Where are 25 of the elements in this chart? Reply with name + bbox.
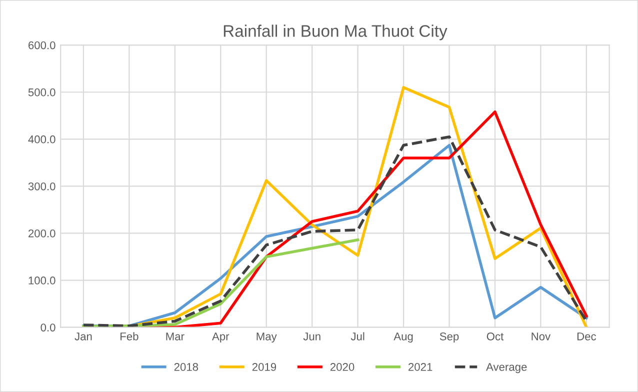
chart-title: Rainfall in Buon Ma Thuot City — [224, 24, 448, 40]
x-tick-label: Sep — [440, 332, 459, 343]
legend-label: 2021 — [408, 363, 432, 371]
y-tick-label: 0.0 — [40, 324, 56, 332]
y-tick-label: 100.0 — [28, 276, 56, 284]
x-tick-label: May — [256, 332, 277, 343]
y-tick-label: 500.0 — [28, 88, 56, 96]
legend-label: Average — [486, 363, 527, 374]
x-tick-label: Oct — [486, 332, 504, 340]
x-tick-label: Dec — [577, 332, 596, 340]
x-tick-label: Jul — [350, 332, 364, 340]
legend-label: 2018 — [174, 363, 198, 371]
y-tick-label: 600.0 — [28, 41, 56, 50]
x-tick-label: Mar — [166, 332, 184, 340]
legend-label: 2019 — [252, 363, 276, 371]
x-tick-label: Jan — [74, 332, 92, 340]
legend-label: 2020 — [330, 363, 354, 371]
x-tick-label: Feb — [120, 332, 138, 340]
y-tick-label: 300.0 — [28, 182, 56, 190]
x-tick-label: Jun — [303, 332, 320, 340]
y-tick-label: 200.0 — [28, 230, 56, 238]
x-tick-label: Aug — [394, 332, 413, 343]
x-tick-label: Nov — [532, 332, 551, 340]
y-tick-label: 400.0 — [28, 135, 56, 144]
x-tick-label: Apr — [212, 332, 230, 343]
